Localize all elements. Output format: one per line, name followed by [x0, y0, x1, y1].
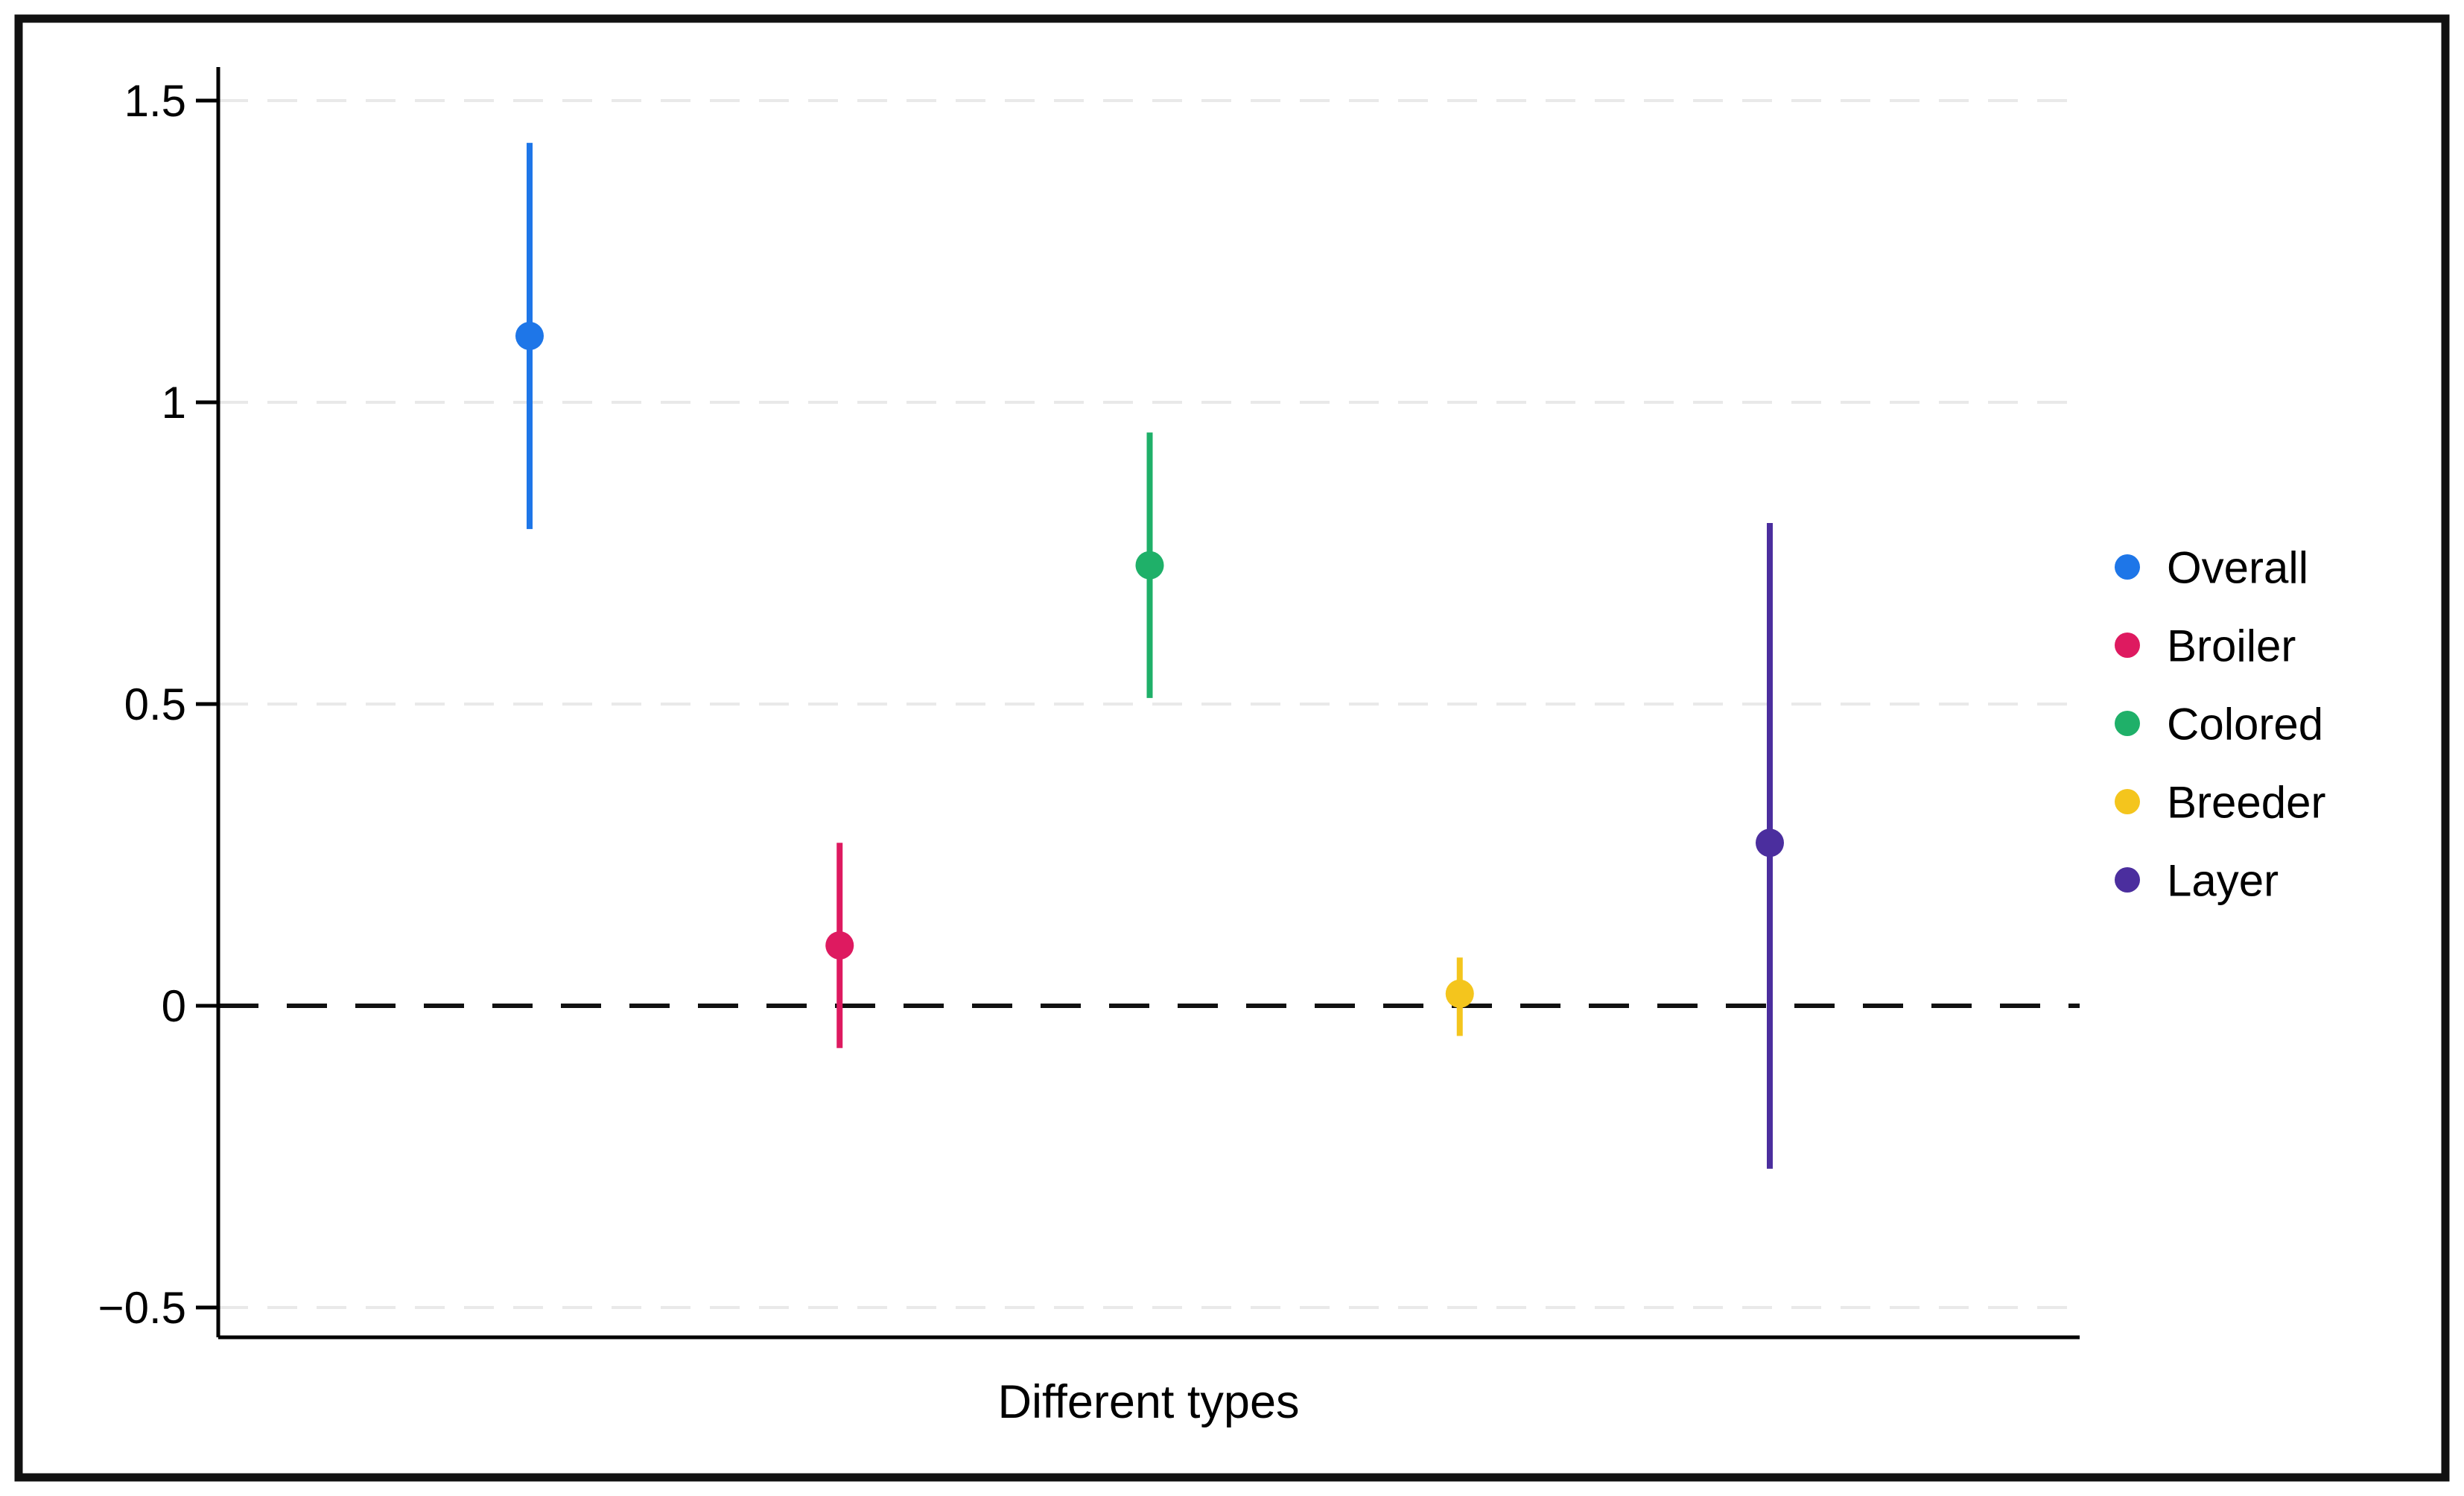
legend-dot-overall	[2115, 554, 2140, 580]
point-estimates	[515, 321, 1784, 1008]
legend-dot-breeder	[2115, 789, 2140, 814]
point-broiler	[825, 931, 854, 960]
legend-dot-layer	[2115, 867, 2140, 893]
y-axis-ticks: 1.5 1 0.5 0 −0.5	[98, 76, 218, 1333]
legend-label-overall: Overall	[2167, 543, 2308, 593]
y-tick-label-0.5: 0.5	[124, 679, 186, 729]
confidence-interval-bars	[527, 142, 1773, 1169]
legend: Overall Broiler Colored Breeder Layer	[2115, 543, 2325, 906]
legend-label-broiler: Broiler	[2167, 621, 2296, 671]
y-tick-label-0: 0	[162, 981, 186, 1031]
figure-border	[14, 14, 2450, 1482]
y-tick-label-−0.5: −0.5	[98, 1283, 186, 1333]
legend-dot-colored	[2115, 711, 2140, 736]
y-tick-label-1.5: 1.5	[124, 76, 186, 126]
legend-dot-broiler	[2115, 633, 2140, 658]
axes	[216, 67, 2080, 1340]
y-tick-label-1: 1	[162, 378, 186, 428]
point-colored	[1135, 551, 1164, 580]
gridlines	[218, 99, 2080, 1309]
legend-label-colored: Colored	[2167, 700, 2323, 749]
point-breeder	[1445, 979, 1474, 1008]
x-axis-title: Different types	[997, 1376, 1299, 1428]
point-overall	[515, 321, 544, 350]
legend-label-layer: Layer	[2167, 856, 2279, 906]
point-layer	[1756, 828, 1784, 858]
legend-label-breeder: Breeder	[2167, 778, 2325, 828]
